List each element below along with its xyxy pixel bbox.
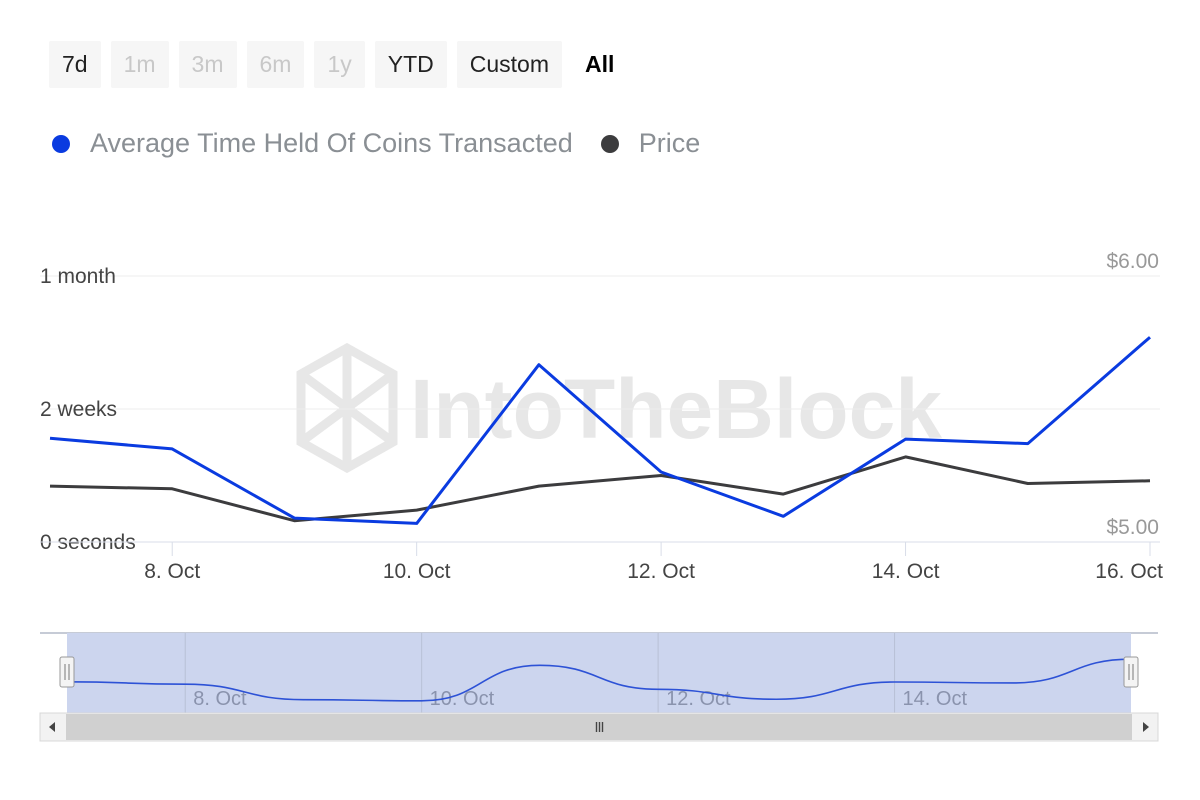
legend-item-price[interactable]: Price	[600, 128, 701, 159]
series-lines	[49, 336, 1151, 525]
navigator-handle-left[interactable]	[59, 656, 75, 688]
watermark: IntoTheBlock	[296, 342, 942, 474]
range-selector: 7d 1m 3m 6m 1y YTD Custom All	[49, 41, 627, 88]
series-line-avg-time-held	[49, 336, 1151, 525]
range-button-1y[interactable]: 1y	[314, 41, 365, 88]
range-button-1m[interactable]: 1m	[110, 41, 169, 88]
y-right-tick-label: $5.00	[1106, 516, 1159, 539]
y-left-tick-label: 1 month	[40, 265, 116, 288]
range-button-7d[interactable]: 7d	[49, 41, 101, 88]
x-tick-label: 8. Oct	[144, 560, 200, 583]
legend-dot-blue	[52, 134, 70, 153]
navigator-scrollbar[interactable]	[39, 712, 1159, 742]
grid-lines	[40, 275, 1160, 410]
navigator-tick-label: 14. Oct	[903, 688, 968, 710]
range-button-custom[interactable]: Custom	[456, 41, 562, 88]
y-left-tick-label: 2 weeks	[40, 398, 117, 421]
x-tick-label: 14. Oct	[872, 560, 940, 583]
x-tick-label: 10. Oct	[383, 560, 451, 583]
range-button-ytd[interactable]: YTD	[374, 41, 447, 88]
navigator-series-line	[66, 658, 1132, 702]
scroll-right-arrow-icon[interactable]	[1143, 722, 1149, 732]
handle-body	[59, 656, 75, 688]
y-axis-right: $5.00 $6.00	[1106, 250, 1159, 539]
y-right-tick-label: $6.00	[1106, 250, 1159, 273]
legend-item-avg-time-held[interactable]: Average Time Held Of Coins Transacted	[52, 128, 573, 159]
handle-body	[1123, 656, 1139, 688]
watermark-logo-icon	[296, 342, 398, 474]
navigator[interactable]: 8. Oct 10. Oct 12. Oct 14. Oct	[39, 632, 1159, 742]
navigator-handle-right[interactable]	[1123, 656, 1139, 688]
navigator-tick-label: 10. Oct	[430, 688, 495, 710]
x-axis: 8. Oct 10. Oct 12. Oct 14. Oct 16. Oct	[40, 541, 1163, 583]
legend-label: Average Time Held Of Coins Transacted	[90, 128, 573, 158]
chart-legend: Average Time Held Of Coins Transacted Pr…	[52, 128, 700, 159]
scroll-left-arrow-icon[interactable]	[49, 722, 55, 732]
range-button-all[interactable]: All	[585, 51, 615, 77]
navigator-selection	[67, 633, 1131, 713]
range-button-3m[interactable]: 3m	[178, 41, 237, 88]
series-line-price	[49, 455, 1151, 523]
x-tick-label: 16. Oct	[1095, 560, 1163, 583]
legend-label: Price	[638, 128, 701, 158]
x-tick-label: 12. Oct	[627, 560, 695, 583]
legend-dot-dark	[600, 134, 619, 153]
navigator-tick-label: 8. Oct	[193, 688, 247, 710]
range-button-6m[interactable]: 6m	[246, 41, 305, 88]
